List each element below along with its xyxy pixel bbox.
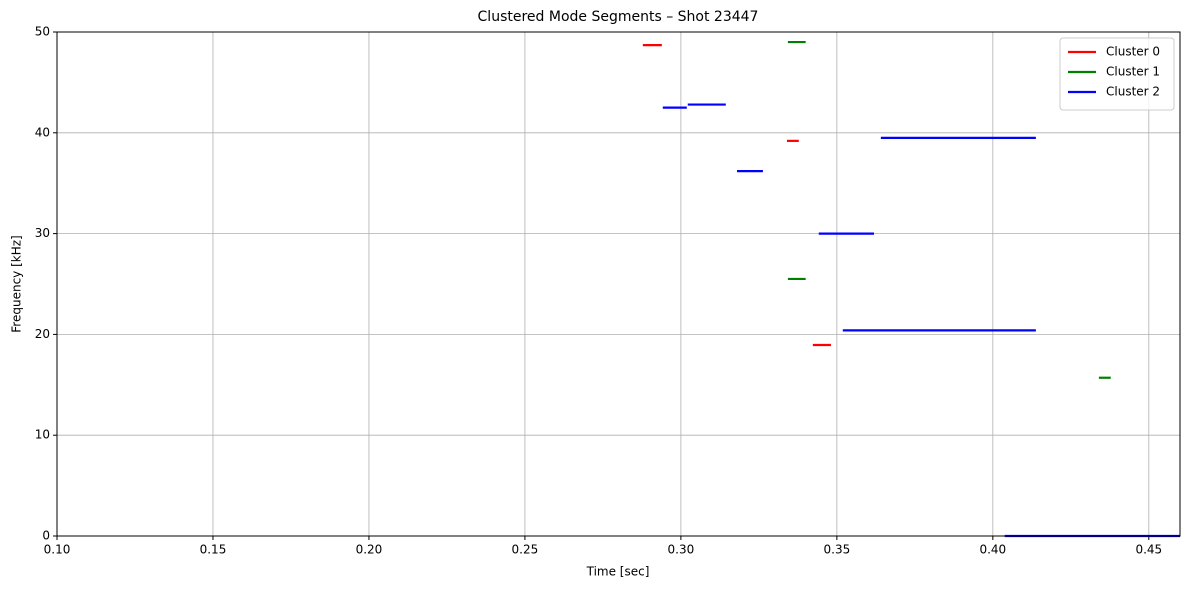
- y-tick-label: 0: [42, 529, 50, 543]
- x-tick-label: 0.45: [1135, 543, 1162, 557]
- x-tick-label: 0.15: [200, 543, 227, 557]
- legend-label: Cluster 1: [1106, 65, 1160, 79]
- legend-label: Cluster 0: [1106, 45, 1160, 59]
- x-axis-label: Time [sec]: [586, 565, 650, 579]
- y-axis-label: Frequency [kHz]: [10, 235, 24, 332]
- y-tick-label: 10: [35, 428, 50, 442]
- x-tick-label: 0.40: [979, 543, 1006, 557]
- y-tick-label: 20: [35, 327, 50, 341]
- x-tick-label: 0.30: [668, 543, 695, 557]
- x-tick-label: 0.10: [44, 543, 71, 557]
- y-tick-label: 40: [35, 125, 50, 139]
- x-tick-label: 0.20: [356, 543, 383, 557]
- chart-title: Clustered Mode Segments – Shot 23447: [478, 9, 759, 25]
- x-tick-label: 0.35: [824, 543, 851, 557]
- y-tick-label: 50: [35, 25, 50, 39]
- y-tick-label: 30: [35, 226, 50, 240]
- legend-label: Cluster 2: [1106, 85, 1160, 99]
- plot-frame: [56, 31, 1181, 537]
- x-tick-label: 0.25: [512, 543, 539, 557]
